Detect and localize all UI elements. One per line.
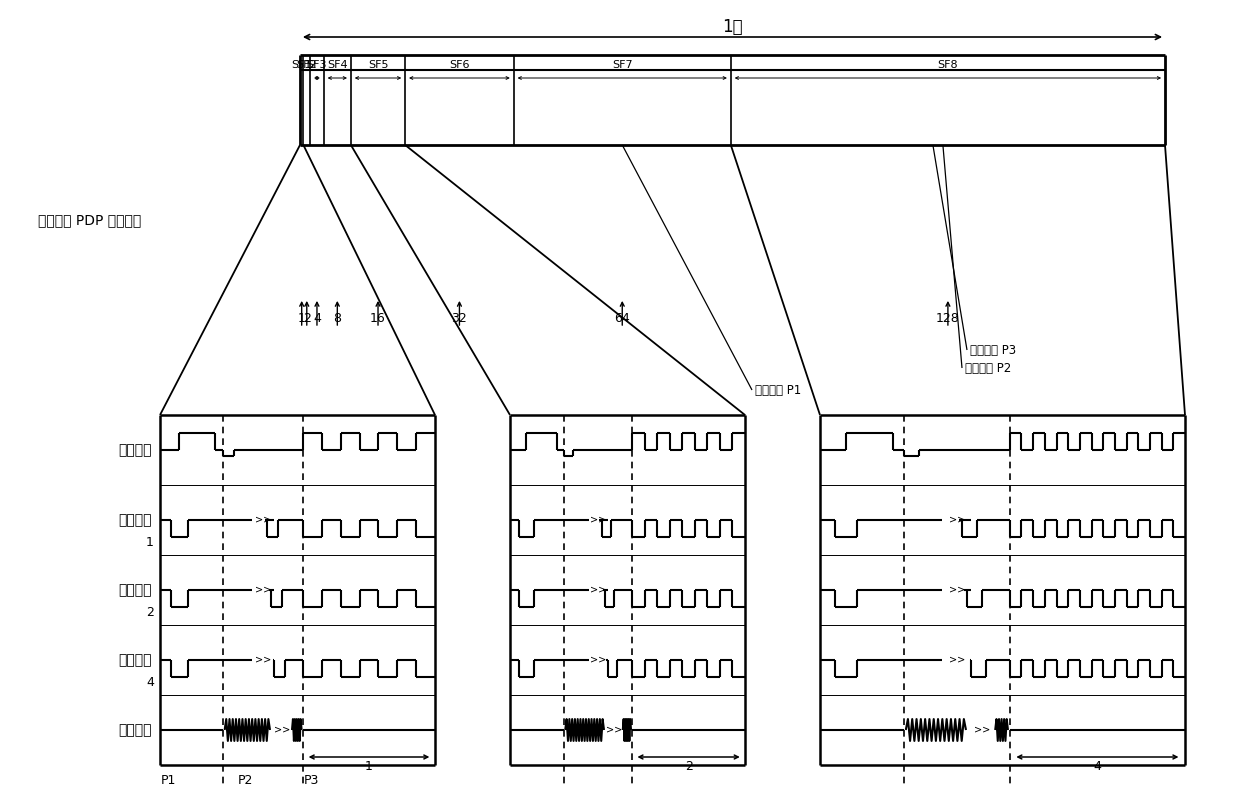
Text: SF1: SF1 xyxy=(291,60,312,70)
Text: >>: >> xyxy=(274,724,290,734)
Text: >>: >> xyxy=(590,584,606,594)
Text: 写入居期 P2: 写入居期 P2 xyxy=(965,361,1012,375)
Text: 2: 2 xyxy=(303,311,311,325)
Text: 1: 1 xyxy=(146,536,154,549)
Text: SF3: SF3 xyxy=(306,60,327,70)
Text: 1场: 1场 xyxy=(722,18,743,36)
Text: 128: 128 xyxy=(936,311,960,325)
Text: 8: 8 xyxy=(334,311,341,325)
Text: 扫描电极: 扫描电极 xyxy=(119,653,153,667)
Text: 32: 32 xyxy=(451,311,467,325)
Text: >>: >> xyxy=(590,514,606,524)
Text: 2: 2 xyxy=(684,760,692,774)
Text: P1: P1 xyxy=(160,774,176,786)
Text: 扫描电极: 扫描电极 xyxy=(119,513,153,527)
Text: SF8: SF8 xyxy=(937,60,959,70)
Text: 16: 16 xyxy=(371,311,386,325)
Text: 维持电极: 维持电极 xyxy=(119,443,153,457)
Text: >>: >> xyxy=(949,654,965,664)
Text: >>: >> xyxy=(255,514,272,524)
Text: 2: 2 xyxy=(146,606,154,619)
Text: SF6: SF6 xyxy=(449,60,470,70)
Text: 4: 4 xyxy=(312,311,321,325)
Text: 64: 64 xyxy=(614,311,630,325)
Text: 4: 4 xyxy=(1094,760,1101,774)
Text: SF4: SF4 xyxy=(327,60,347,70)
Text: P2: P2 xyxy=(238,774,253,786)
Text: >>: >> xyxy=(255,584,272,594)
Text: 数据电极: 数据电极 xyxy=(119,723,153,737)
Text: SF5: SF5 xyxy=(368,60,388,70)
Text: 维持周期 P3: 维持周期 P3 xyxy=(970,344,1016,356)
Text: >>: >> xyxy=(975,724,991,734)
Text: >>: >> xyxy=(590,654,606,664)
Text: >>: >> xyxy=(606,724,622,734)
Text: 标准格式 PDP 驱动信号: 标准格式 PDP 驱动信号 xyxy=(38,213,141,227)
Text: SF7: SF7 xyxy=(613,60,632,70)
Text: >>: >> xyxy=(949,584,965,594)
Text: P3: P3 xyxy=(304,774,319,786)
Text: 4: 4 xyxy=(146,676,154,689)
Text: >>: >> xyxy=(255,654,272,664)
Text: SF2: SF2 xyxy=(296,60,317,70)
Text: 1: 1 xyxy=(298,311,305,325)
Text: >>: >> xyxy=(949,514,965,524)
Text: 1: 1 xyxy=(365,760,373,774)
Text: 准备周期 P1: 准备周期 P1 xyxy=(755,383,801,397)
Text: 扫描电极: 扫描电极 xyxy=(119,583,153,597)
